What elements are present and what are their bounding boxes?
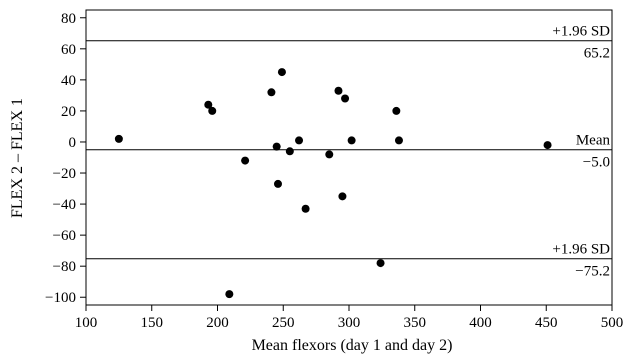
y-tick-label: −40 [53,197,76,213]
x-axis-ticks: 100 150 200 250 300 350 400 450 500 [75,305,624,331]
data-point [295,136,304,145]
data-point [285,147,294,156]
data-point [225,290,234,299]
y-tick-label: 60 [61,42,76,58]
y-tick-label: 20 [61,104,76,120]
data-point [204,100,213,109]
x-tick-label: 200 [206,315,229,331]
x-tick-label: 150 [141,315,164,331]
data-point [392,106,401,115]
data-point [394,136,403,145]
data-point [241,156,250,165]
y-tick-label: −20 [53,166,76,182]
data-point [341,94,350,103]
y-tick-label: 40 [61,73,76,89]
reference-line-value: 65.2 [584,46,610,62]
y-tick-label: 80 [61,11,76,27]
data-point [334,86,343,95]
y-axis-title: FLEX 2 – FLEX 1 [9,98,26,218]
data-point [267,88,276,97]
y-axis-ticks: 80 60 40 20 0 −20 −40 −60 −80 −100 [45,11,86,306]
x-axis-title: Mean flexors (day 1 and day 2) [252,337,453,354]
plot-border [85,9,613,306]
data-point [376,259,385,268]
plot-area [85,9,613,306]
y-tick-label: −60 [53,228,76,244]
reference-line-value: −5.0 [583,155,610,171]
y-tick-label: −100 [45,290,76,306]
x-tick-label: 250 [272,315,295,331]
data-point [347,136,356,145]
reference-line-label: Mean [576,133,611,149]
data-point [338,192,347,201]
x-tick-label: 450 [535,315,558,331]
reference-line-label: +1.96 SD [552,24,610,40]
data-point [277,68,286,77]
data-point [114,134,123,143]
data-point [301,204,310,213]
reference-line-label: +1.96 SD [552,242,610,258]
data-point [208,106,217,115]
data-point [273,179,282,188]
reference-line-value: −75.2 [575,264,610,280]
data-point [543,141,552,150]
x-tick-label: 500 [601,315,624,331]
x-tick-label: 400 [469,315,492,331]
data-point [325,150,334,159]
data-points [114,68,552,299]
x-tick-label: 100 [75,315,98,331]
x-tick-label: 350 [404,315,427,331]
x-tick-label: 300 [338,315,361,331]
y-tick-label: −80 [53,259,76,275]
y-tick-label: 0 [69,135,77,151]
data-point [272,142,281,151]
reference-lines: +1.96 SD 65.2 Mean −5.0 +1.96 SD −75.2 [86,24,612,280]
